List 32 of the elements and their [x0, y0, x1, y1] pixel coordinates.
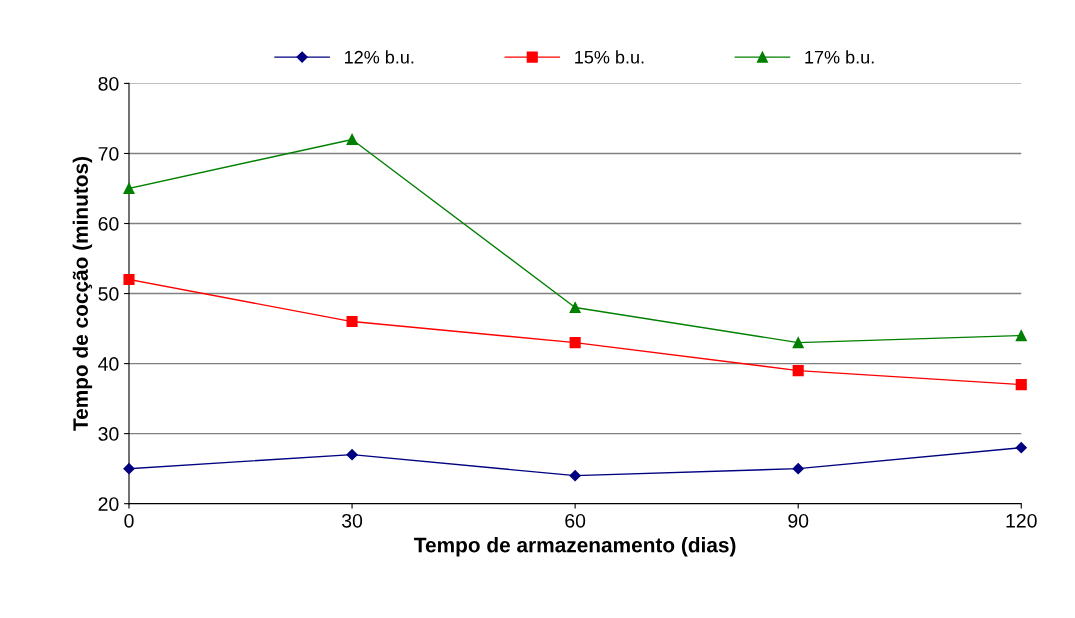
- point: [123, 182, 135, 195]
- x-tick-label: 60: [565, 513, 586, 528]
- y-axis-title: Tempo de cocção (minutos): [72, 157, 93, 431]
- x-axis-title: Tempo de armazenamento (dias): [414, 537, 736, 557]
- point: [123, 463, 135, 475]
- point: [792, 365, 804, 377]
- point: [569, 470, 581, 482]
- y-tick-label: 20: [98, 497, 119, 511]
- point: [346, 316, 358, 328]
- legend-label: 12% b.u.: [345, 50, 414, 64]
- y-tick-label: 60: [98, 216, 119, 231]
- legend-label: 17% b.u.: [805, 50, 874, 64]
- point: [1015, 379, 1027, 391]
- point: [123, 273, 135, 286]
- x-tick-label: 120: [1006, 513, 1037, 528]
- point: [792, 337, 804, 349]
- point: [792, 463, 804, 475]
- point: [1015, 330, 1027, 342]
- legend-label: 15% b.u.: [575, 50, 644, 64]
- y-tick-label: 50: [98, 287, 119, 301]
- point: [569, 337, 581, 349]
- y-tick-label: 30: [98, 427, 119, 441]
- point: [569, 302, 581, 314]
- y-tick-label: 40: [98, 357, 119, 371]
- x-tick-label: 0: [124, 513, 134, 528]
- point: [346, 133, 358, 146]
- y-tick-label: 70: [98, 146, 119, 161]
- x-tick-label: 90: [788, 513, 809, 528]
- x-tick-label: 30: [341, 513, 363, 528]
- y-tick-label: 80: [98, 76, 119, 91]
- point: [1015, 442, 1027, 454]
- point: [346, 449, 358, 461]
